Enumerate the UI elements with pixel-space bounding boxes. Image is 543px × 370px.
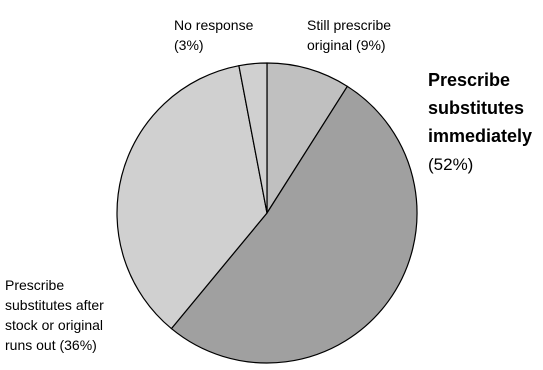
label-after-stock-line1: Prescribe [5,277,64,293]
label-still-prescribe-line2: original (9%) [307,37,386,53]
label-no-response-line2: (3%) [174,37,204,53]
label-immediately-line3: immediately [428,126,532,146]
label-after-stock-line2: substitutes after [5,297,104,313]
label-after-stock-line4: runs out (36%) [5,337,97,353]
pie-slices [116,62,418,364]
label-after-stock-line3: stock or original [5,317,103,333]
pie-slice-prescribe-substitutes-immediately [170,85,418,364]
label-still-prescribe-original: Still prescribe original (9%) [307,17,391,53]
pie-slice-no-response [238,62,268,214]
label-prescribe-after-stock: Prescribe substitutes after stock or ori… [5,277,104,353]
pie-slice-still-prescribe-original [266,62,348,214]
label-prescribe-immediately: Prescribe substitutes immediately (52%) [428,70,532,174]
label-no-response: No response (3%) [174,17,254,53]
label-still-prescribe-line1: Still prescribe [307,17,391,33]
label-immediately-value: (52%) [428,155,473,174]
label-immediately-line2: substitutes [428,98,524,118]
label-immediately-line1: Prescribe [428,70,510,90]
label-no-response-line1: No response [174,17,254,33]
pie-slice-prescribe-substitutes-after-stock-or-original-runs-out [116,65,268,330]
